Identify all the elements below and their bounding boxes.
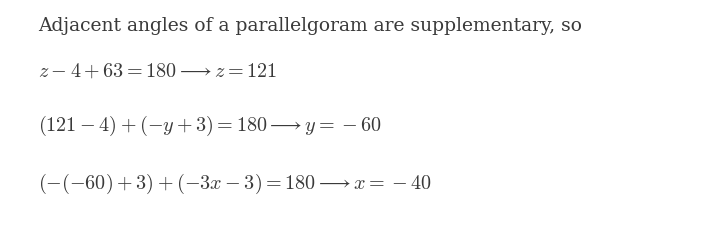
Text: $(121 - 4) + (-y + 3) = 180 \longrightarrow y = -60$: $(121 - 4) + (-y + 3) = 180 \longrightar…: [38, 114, 382, 138]
Text: $z - 4 + 63 = 180 \longrightarrow z = 121$: $z - 4 + 63 = 180 \longrightarrow z = 12…: [38, 62, 277, 81]
Text: $(-(-60) + 3) + (-3x - 3) = 180 \longrightarrow x = -40$: $(-(-60) + 3) + (-3x - 3) = 180 \longrig…: [38, 172, 432, 196]
Text: Adjacent angles of a parallelgoram are supplementary, so: Adjacent angles of a parallelgoram are s…: [38, 17, 582, 35]
